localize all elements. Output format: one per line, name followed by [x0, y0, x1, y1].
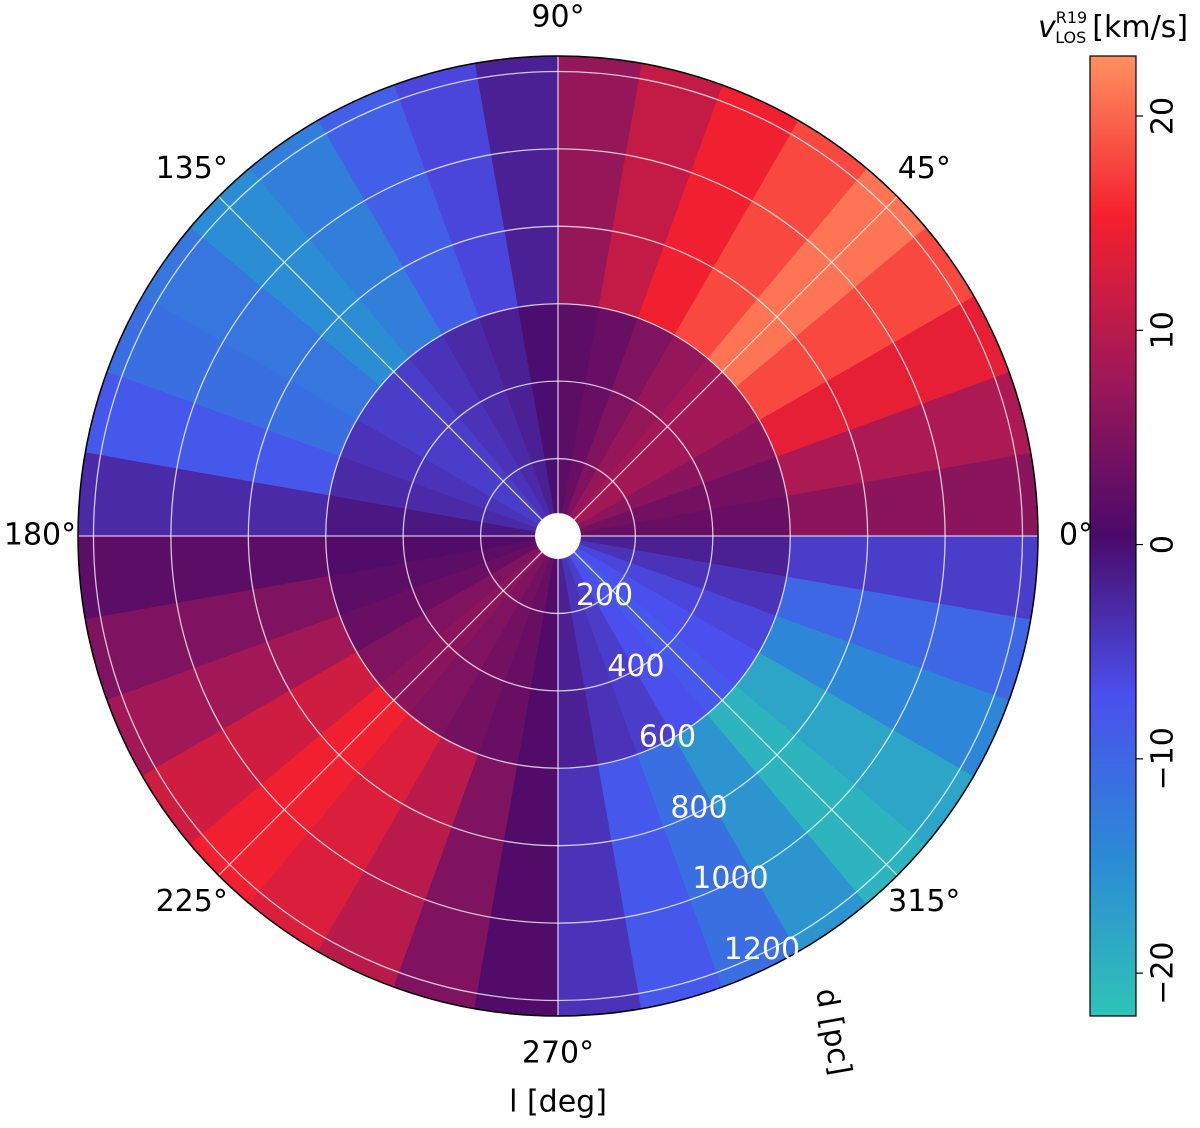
r-tick-label: 200: [576, 578, 633, 613]
r-tick-label: 800: [670, 790, 727, 825]
colorbar-tick-label: 0: [1146, 535, 1181, 554]
colorbar-tick-label: 10: [1146, 311, 1181, 349]
theta-axis-label: l [deg]: [509, 1085, 607, 1120]
colorbar-sup: R19: [1056, 8, 1087, 27]
theta-tick-label: 0°: [1059, 518, 1093, 553]
theta-tick-label: 315°: [888, 884, 960, 919]
colorbar-tick-label: −20: [1146, 941, 1181, 1004]
colorbar-tick-label: 20: [1146, 97, 1181, 135]
r-tick-label: 1000: [692, 861, 768, 896]
theta-tick-label: 90°: [531, 0, 584, 35]
polar-frame: [77, 55, 1039, 1017]
r-tick-label: 400: [607, 649, 664, 684]
theta-tick-label: 225°: [156, 884, 228, 919]
colorbar-unit: [km/s]: [1092, 10, 1188, 45]
colorbar-sub: LOS: [1055, 28, 1086, 47]
theta-tick-label: 45°: [898, 151, 951, 186]
r-tick-label: 600: [639, 720, 696, 755]
r-tick-label: 1200: [724, 932, 800, 967]
colorbar-label: vR19 LOS [km/s]: [1038, 8, 1188, 47]
theta-tick-label: 270°: [522, 1036, 594, 1071]
theta-tick-label: 135°: [156, 151, 228, 186]
theta-tick-label: 180°: [4, 518, 76, 553]
theta-grid-line: [557, 196, 898, 537]
theta-grid-line: [557, 535, 898, 876]
colorbar-symbol: v: [1038, 10, 1057, 45]
colorbar-tick-label: −10: [1146, 727, 1181, 790]
colorbar: [1089, 55, 1137, 1017]
theta-grid-line: [218, 535, 559, 876]
r-axis-label: d [pc]: [808, 986, 858, 1078]
theta-grid-line: [218, 196, 559, 537]
